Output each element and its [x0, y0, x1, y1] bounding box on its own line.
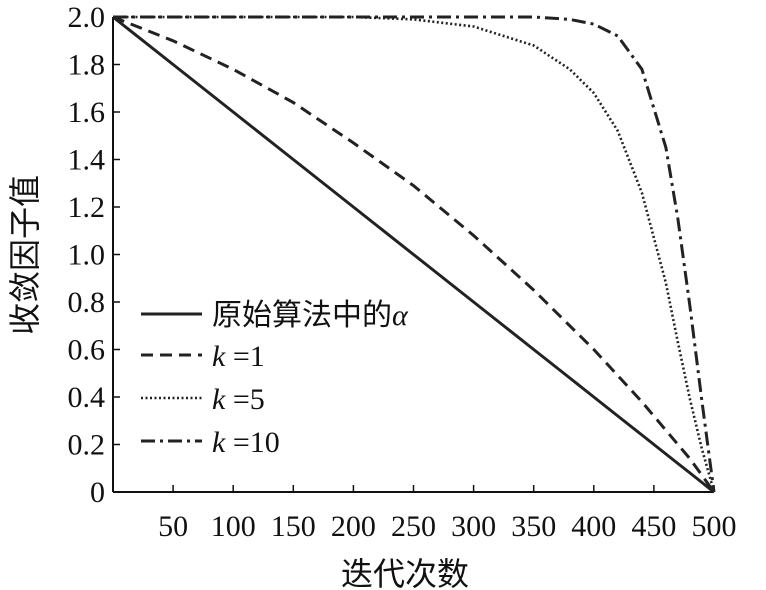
x-tick-label: 300	[451, 510, 496, 543]
y-tick-label: 1.0	[68, 239, 106, 272]
x-axis-label: 迭代次数	[341, 555, 469, 590]
y-tick-label: 0.4	[68, 381, 106, 414]
series-line-dashdot	[113, 15, 716, 493]
x-tick-label: 400	[571, 510, 616, 543]
x-tick-label: 250	[391, 510, 436, 543]
y-tick-labels: 0 0.2 0.4 0.6 0.8 1.0 1.2 1.4 1.6 1.8 2.0	[68, 1, 106, 509]
x-tick-label: 100	[211, 510, 256, 543]
x-tick-label: 500	[692, 510, 737, 543]
y-tick-label: 0.8	[68, 286, 106, 319]
y-tick-label: 1.8	[68, 49, 106, 82]
legend-label: k =1	[212, 340, 265, 373]
legend-label: k =10	[212, 426, 280, 459]
legend-label: 原始算法中的α	[212, 298, 409, 333]
series-lines	[112, 15, 716, 494]
legend: 原始算法中的α k =1 k =5 k =10	[141, 298, 409, 459]
x-tick-label: 150	[271, 510, 316, 543]
series-line-solid	[112, 15, 715, 494]
series-line-dotted	[113, 15, 716, 493]
x-tick-label: 450	[631, 510, 676, 543]
series-line-dashed	[112, 15, 716, 493]
y-tick-label: 0	[90, 476, 105, 509]
y-tick-label: 2.0	[68, 1, 106, 34]
y-tick-label: 0.2	[68, 429, 106, 462]
y-tick-label: 0.6	[68, 334, 106, 367]
y-tick-label: 1.4	[68, 144, 106, 177]
y-tick-label: 1.2	[68, 191, 106, 224]
y-tick-label: 1.6	[68, 96, 106, 129]
y-axis-label: 收敛因子值	[6, 175, 44, 335]
x-tick-labels: 50 100 150 200 250 300 350 400 450 500	[158, 510, 736, 543]
x-tick-label: 50	[158, 510, 188, 543]
legend-label: k =5	[212, 383, 265, 416]
x-tick-label: 200	[331, 510, 376, 543]
x-tick-label: 350	[511, 510, 556, 543]
